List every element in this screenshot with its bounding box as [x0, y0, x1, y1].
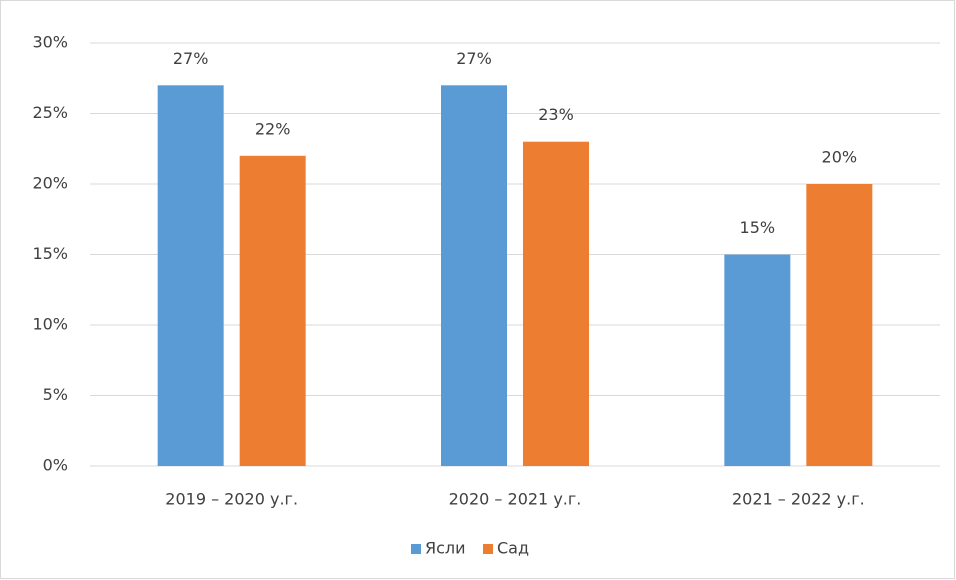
y-tick-label: 5% — [43, 385, 68, 404]
bar — [239, 155, 306, 467]
y-tick-label: 25% — [32, 103, 68, 122]
y-tick-label: 30% — [32, 33, 68, 52]
legend-label: Ясли — [425, 539, 466, 558]
legend-label: Сад — [497, 539, 529, 558]
y-tick-label: 0% — [43, 456, 68, 475]
value-label: 15% — [740, 218, 776, 237]
bar — [157, 85, 224, 467]
value-label: 22% — [255, 119, 291, 138]
bar — [724, 254, 791, 466]
value-label: 27% — [456, 49, 492, 68]
bar — [523, 141, 589, 466]
x-tick-label: 2019 – 2020 у.г. — [165, 490, 298, 509]
legend-swatch — [411, 544, 421, 554]
bar — [441, 85, 507, 467]
value-label: 23% — [538, 105, 574, 124]
bar — [806, 184, 873, 466]
value-label: 27% — [173, 49, 209, 68]
value-label: 20% — [822, 148, 858, 167]
x-tick-label: 2021 – 2022 у.г. — [732, 490, 865, 509]
y-tick-label: 20% — [32, 174, 68, 193]
legend-swatch — [483, 544, 493, 554]
x-tick-label: 2020 – 2021 у.г. — [449, 490, 582, 509]
y-tick-label: 15% — [32, 244, 68, 263]
y-tick-label: 10% — [32, 315, 68, 334]
